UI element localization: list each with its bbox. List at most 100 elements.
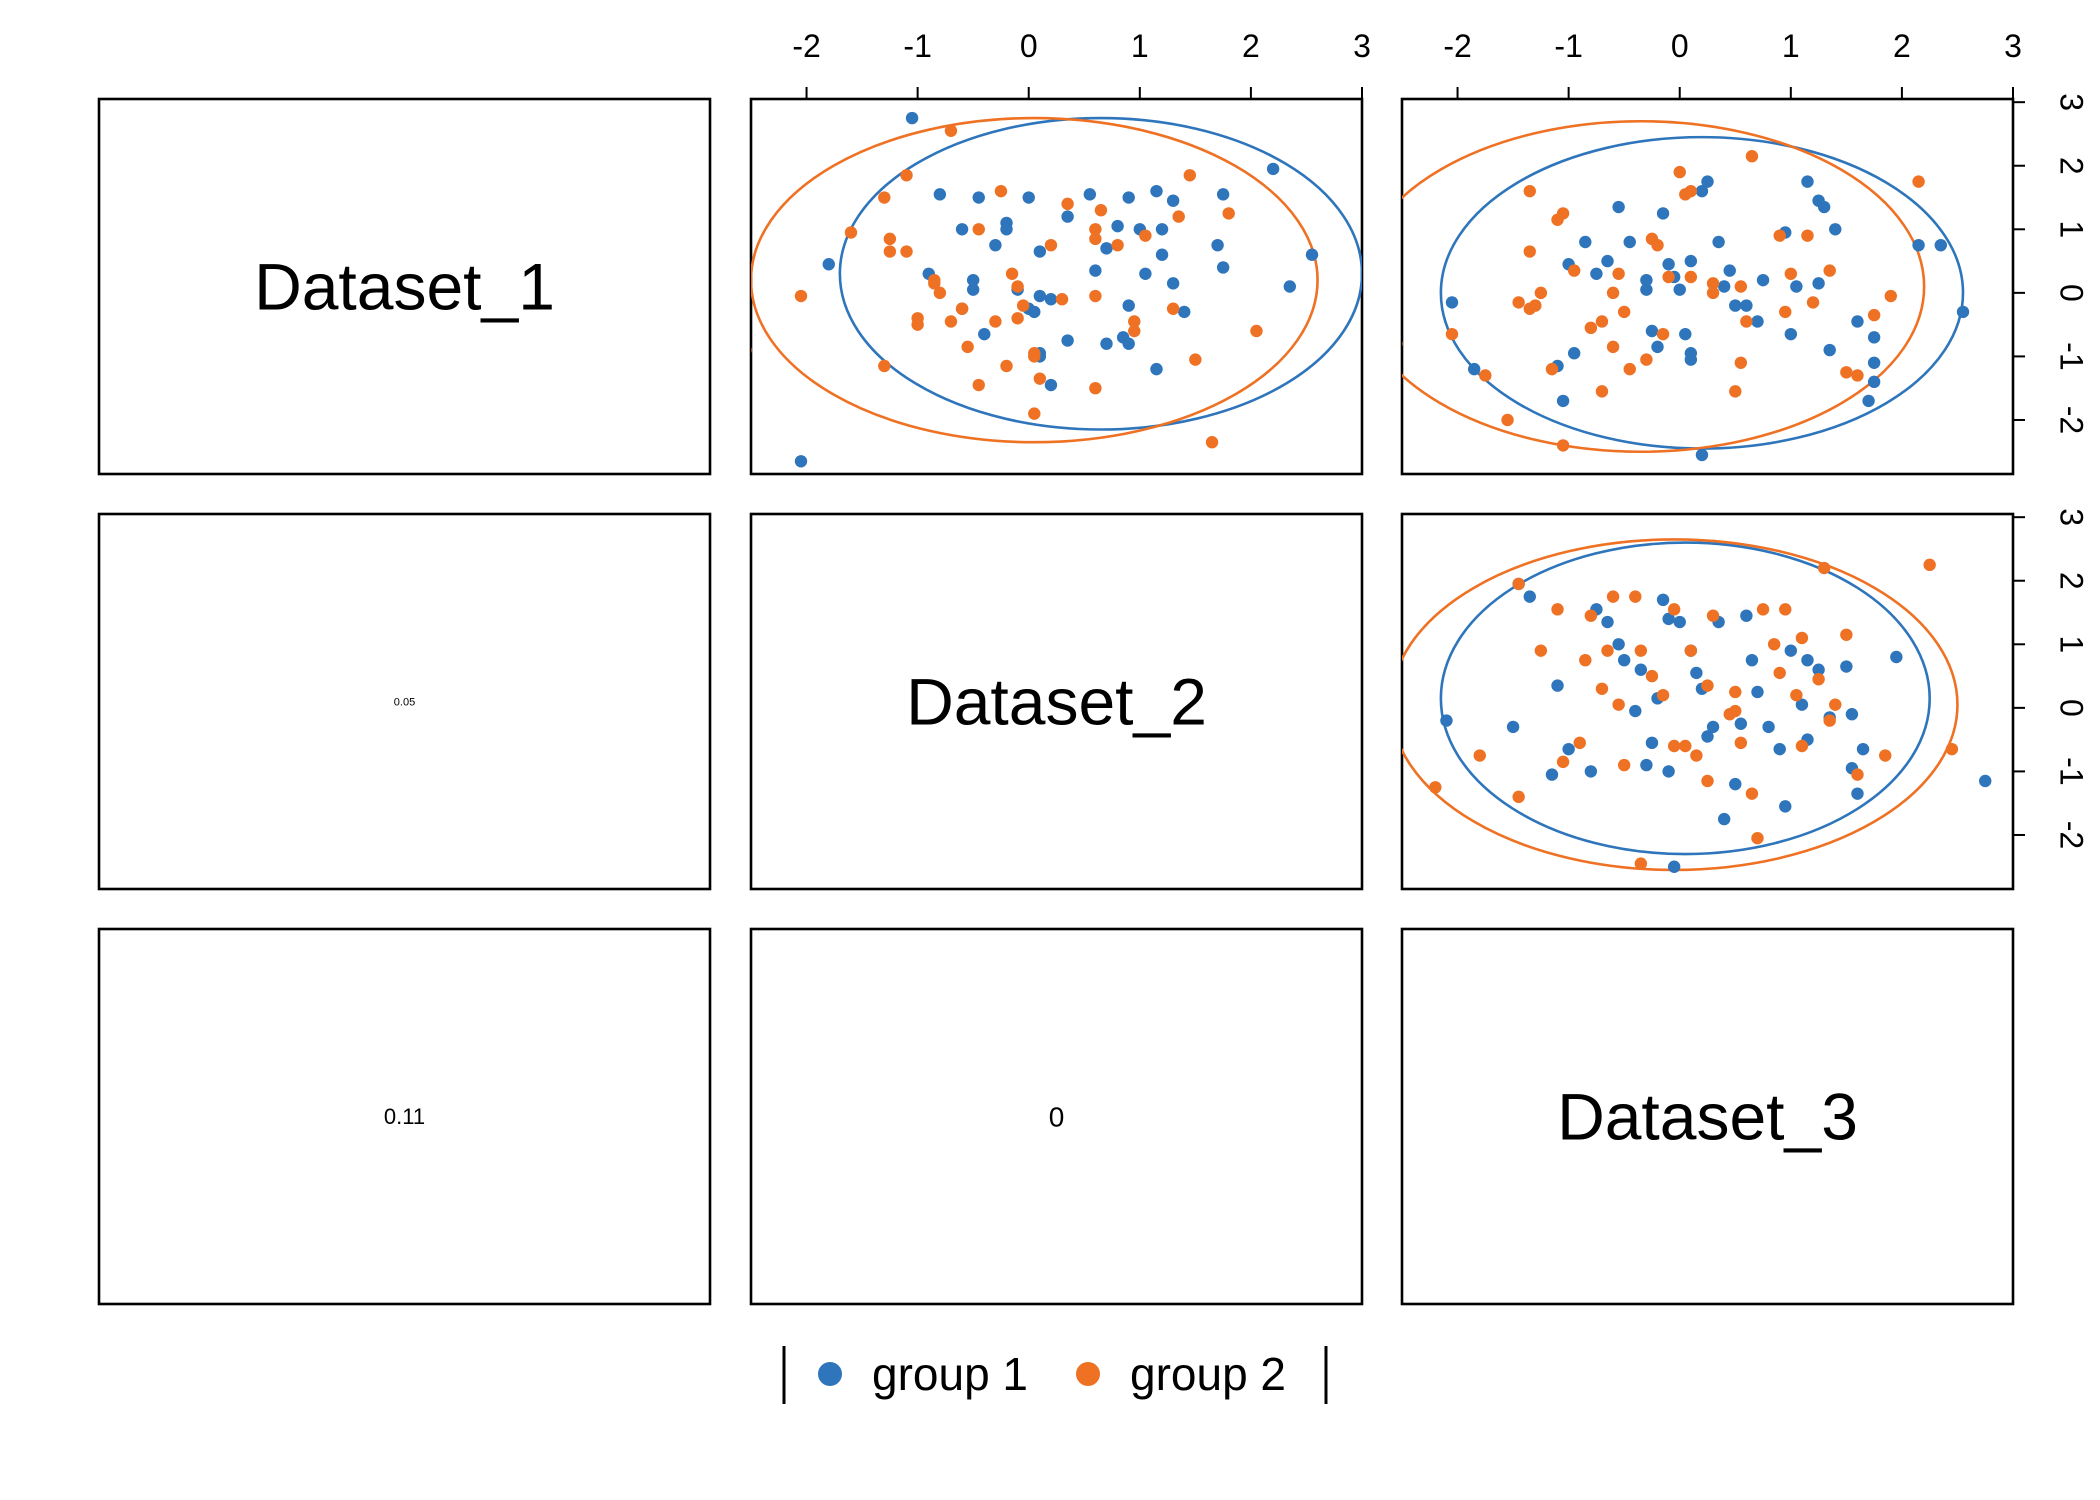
point-group-1 — [1679, 327, 1692, 341]
ellipse-group-2 — [751, 116, 1319, 444]
point-group-2 — [1662, 270, 1675, 284]
point-group-2 — [955, 302, 969, 315]
point-group-2 — [989, 315, 1002, 328]
point-group-2 — [1128, 315, 1141, 328]
point-group-1 — [1934, 238, 1947, 252]
point-group-1 — [1695, 448, 1709, 462]
point-group-2 — [1523, 302, 1536, 315]
point-group-2 — [1734, 356, 1748, 369]
point-group-1 — [972, 191, 985, 204]
point-group-2 — [933, 286, 947, 300]
point-group-2 — [1667, 739, 1681, 753]
point-group-1 — [1551, 679, 1564, 692]
point-group-2 — [883, 232, 897, 246]
point-group-2 — [883, 245, 897, 258]
point-group-2 — [1773, 229, 1786, 242]
point-group-2 — [1851, 369, 1864, 382]
point-group-2 — [1534, 286, 1548, 300]
point-group-1 — [1773, 742, 1786, 756]
point-group-2 — [1402, 340, 1403, 347]
point-group-2 — [1767, 638, 1781, 651]
point-group-2 — [1840, 366, 1853, 379]
panel-frame — [749, 927, 1364, 1306]
point-group-1 — [1701, 175, 1714, 188]
point-group-1 — [1740, 609, 1753, 622]
point-group-2 — [1205, 436, 1219, 449]
point-group-1 — [1216, 261, 1230, 274]
point-group-1 — [1740, 299, 1753, 312]
point-group-2 — [1545, 362, 1559, 376]
panel-frame — [97, 97, 712, 476]
panel-r3-c2: 0 — [749, 927, 1364, 1306]
point-group-1 — [978, 327, 991, 341]
tick-label: 3 — [2054, 508, 2090, 526]
point-group-2 — [1751, 831, 1764, 845]
point-group-2 — [961, 340, 974, 354]
point-group-1 — [1440, 714, 1453, 727]
point-group-1 — [1851, 315, 1864, 328]
point-group-1 — [1305, 248, 1319, 261]
point-group-1 — [1623, 235, 1636, 249]
point-group-2 — [1089, 232, 1102, 246]
point-group-2 — [1172, 210, 1185, 223]
legend-label-group-2: group 2 — [1130, 1348, 1286, 1400]
point-group-1 — [1100, 242, 1113, 255]
legend-marker-group-1 — [818, 1362, 842, 1386]
point-group-1 — [1601, 615, 1614, 629]
point-group-1 — [1645, 324, 1659, 338]
point-group-2 — [1055, 293, 1069, 306]
point-group-1 — [1779, 800, 1792, 813]
point-group-1 — [1562, 742, 1575, 756]
point-group-1 — [1044, 378, 1058, 392]
point-group-2 — [1790, 688, 1803, 702]
point-group-1 — [1028, 305, 1041, 319]
point-group-1 — [966, 283, 980, 296]
point-group-2 — [1756, 603, 1770, 616]
point-group-1 — [1155, 248, 1169, 261]
diagonal-label-dataset-2: Dataset_2 — [906, 665, 1207, 739]
point-group-2 — [1479, 369, 1492, 382]
point-group-1 — [1662, 765, 1675, 778]
point-group-1 — [1601, 254, 1614, 268]
tick-label: -2 — [1443, 28, 1471, 64]
point-group-2 — [1801, 229, 1814, 242]
point-group-2 — [1612, 267, 1625, 280]
point-group-2 — [944, 315, 958, 328]
point-group-2 — [1706, 286, 1720, 300]
point-group-2 — [1523, 245, 1536, 258]
panel-frame — [1400, 512, 2015, 891]
point-group-2 — [1840, 628, 1853, 641]
point-group-2 — [1445, 327, 1459, 341]
top-axis-col2: -2 -1 0 1 2 3 — [792, 28, 1371, 100]
ellipse-group-1 — [1439, 541, 1931, 856]
ellipse-group-1 — [838, 116, 1362, 431]
panel-r1-c2 — [749, 97, 1364, 476]
panel-r3-c1: 0.11 — [97, 927, 712, 1306]
point-group-1 — [1684, 254, 1698, 268]
point-group-2 — [1573, 736, 1586, 750]
point-group-1 — [1122, 299, 1135, 312]
tick-label: 2 — [2054, 157, 2090, 175]
point-group-1 — [1845, 708, 1859, 721]
point-group-2 — [1584, 609, 1598, 622]
point-group-2 — [1005, 267, 1019, 280]
point-group-2 — [944, 124, 958, 137]
point-group-1 — [1784, 644, 1798, 657]
point-group-2 — [1645, 669, 1659, 683]
point-group-1 — [1033, 245, 1047, 258]
point-group-1 — [933, 188, 947, 201]
point-group-1 — [1662, 612, 1675, 626]
point-group-1 — [794, 455, 808, 468]
point-group-1 — [1795, 698, 1809, 711]
point-group-2 — [1061, 197, 1074, 211]
point-group-1 — [1211, 238, 1224, 252]
point-group-2 — [751, 347, 752, 353]
point-group-2 — [1912, 175, 1925, 188]
point-group-2 — [1701, 774, 1714, 788]
point-group-1 — [1139, 267, 1152, 280]
diagonal-label-dataset-1: Dataset_1 — [254, 250, 555, 324]
point-group-1 — [1122, 191, 1135, 204]
point-group-1 — [1890, 650, 1903, 664]
point-group-2 — [1139, 229, 1152, 242]
panel-frame — [749, 97, 1364, 476]
